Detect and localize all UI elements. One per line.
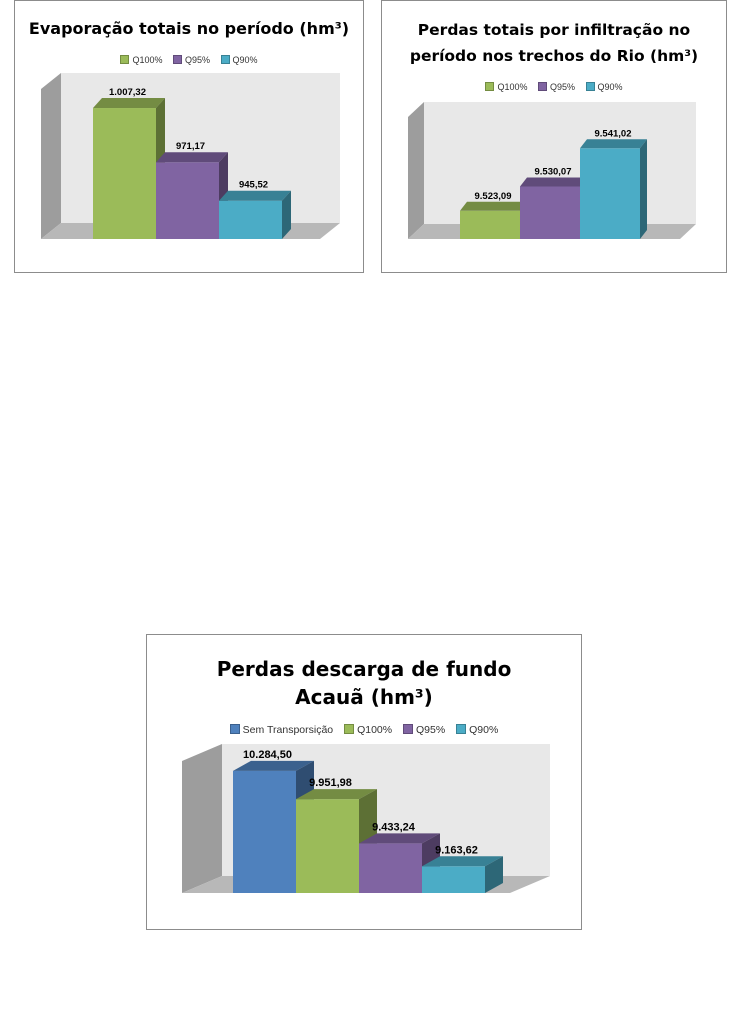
data-label: 945,52 — [239, 180, 268, 191]
bar-0 — [460, 201, 527, 239]
data-label: 1.007,32 — [109, 87, 146, 98]
evaporation-chart: Evaporação totais no período (hm³) Q100%… — [14, 0, 364, 273]
bar-front — [296, 799, 359, 893]
bar-top — [580, 139, 647, 149]
legend-item-q95: Q95% — [538, 82, 575, 92]
legend-swatch — [173, 55, 182, 64]
legend-item-sem-transposicao: Sem Transporsição — [229, 724, 334, 736]
bar-2 — [219, 190, 291, 239]
legend-item-q100: Q100% — [120, 55, 162, 65]
bar-top — [520, 177, 587, 187]
data-label: 9.433,24 — [372, 821, 416, 833]
legend-item-q90: Q90% — [220, 55, 258, 65]
bar-top — [156, 152, 228, 163]
data-label: 9.523,09 — [475, 191, 512, 202]
chart-title: Evaporação totais no período (hm³) — [28, 19, 350, 38]
bar-top — [359, 833, 440, 844]
bar-2 — [580, 139, 647, 239]
plot-area: 10.284,50 9.951,98 9.433,24 9.163,62 — [182, 744, 550, 893]
data-label: 10.284,50 — [243, 749, 292, 761]
bar-front — [219, 200, 282, 239]
legend-swatch — [485, 82, 495, 91]
bar-front — [422, 866, 485, 893]
bar-1 — [520, 177, 587, 239]
legend-label: Q90% — [597, 82, 623, 92]
legend-label: Sem Transporsição — [242, 724, 334, 736]
legend-item-q100: Q100% — [344, 724, 392, 736]
bar-front — [93, 108, 156, 240]
side-wall — [182, 744, 222, 893]
legend-label: Q100% — [357, 724, 393, 736]
plot-area: 9.523,09 9.530,07 9.541,02 — [408, 102, 696, 239]
bar-front — [460, 210, 520, 239]
side-wall — [41, 73, 61, 239]
side-wall — [408, 102, 424, 239]
legend-label: Q90% — [469, 724, 499, 736]
chart-legend: Sem Transporsição Q100% Q95% Q90% — [147, 724, 581, 736]
bar-top — [233, 760, 314, 771]
bar-side — [640, 139, 647, 239]
legend-swatch — [538, 82, 547, 91]
chart-legend: Q100% Q95% Q90% — [382, 82, 726, 92]
legend-swatch — [403, 724, 414, 734]
legend-label: Q95% — [550, 82, 576, 92]
legend-label: Q95% — [416, 724, 446, 736]
data-label: 9.530,07 — [535, 166, 572, 177]
data-label: 971,17 — [176, 141, 205, 152]
bar-top — [460, 201, 527, 211]
bar-3 — [422, 856, 503, 893]
bottom-discharge-chart: Perdas descarga de fundo Acauã (hm³) Sem… — [146, 634, 582, 930]
bar-top — [219, 190, 291, 201]
bar-1 — [156, 152, 228, 239]
legend-label: Q90% — [232, 55, 258, 65]
legend-item-q90: Q90% — [456, 724, 498, 736]
legend-label: Q100% — [497, 82, 528, 92]
bar-front — [580, 148, 640, 239]
legend-swatch — [456, 724, 467, 734]
legend-item-q100: Q100% — [485, 82, 527, 92]
legend-item-q95: Q95% — [173, 55, 210, 65]
bar-top — [93, 98, 165, 109]
plot-area: 1.007,32 971,17 945,52 — [41, 73, 340, 240]
bar-top — [422, 856, 503, 867]
bar-front — [520, 186, 580, 239]
chart-title: Perdas descarga de fundo Acauã (hm³) — [216, 657, 512, 709]
bar-front — [156, 162, 219, 239]
bar-top — [296, 789, 377, 800]
bar-front — [233, 770, 296, 893]
legend-swatch — [120, 55, 130, 64]
legend-item-q90: Q90% — [585, 82, 623, 92]
legend-swatch — [220, 55, 230, 64]
bar-0 — [93, 98, 165, 240]
legend-label: Q100% — [132, 55, 163, 65]
legend-label: Q95% — [185, 55, 211, 65]
data-label: 9.541,02 — [595, 128, 632, 139]
chart-legend: Q100% Q95% Q90% — [15, 55, 363, 65]
legend-item-q95: Q95% — [403, 724, 445, 736]
legend-swatch — [229, 724, 240, 734]
bar-front — [359, 843, 422, 893]
legend-swatch — [344, 724, 355, 734]
chart-title: Perdas totais por infiltração no período… — [409, 21, 699, 65]
data-label: 9.163,62 — [435, 844, 478, 856]
bar-side — [485, 856, 503, 893]
infiltration-chart: Perdas totais por infiltração no período… — [381, 0, 727, 273]
bar-side — [282, 190, 291, 239]
data-label: 9.951,98 — [309, 777, 352, 789]
legend-swatch — [585, 82, 595, 91]
